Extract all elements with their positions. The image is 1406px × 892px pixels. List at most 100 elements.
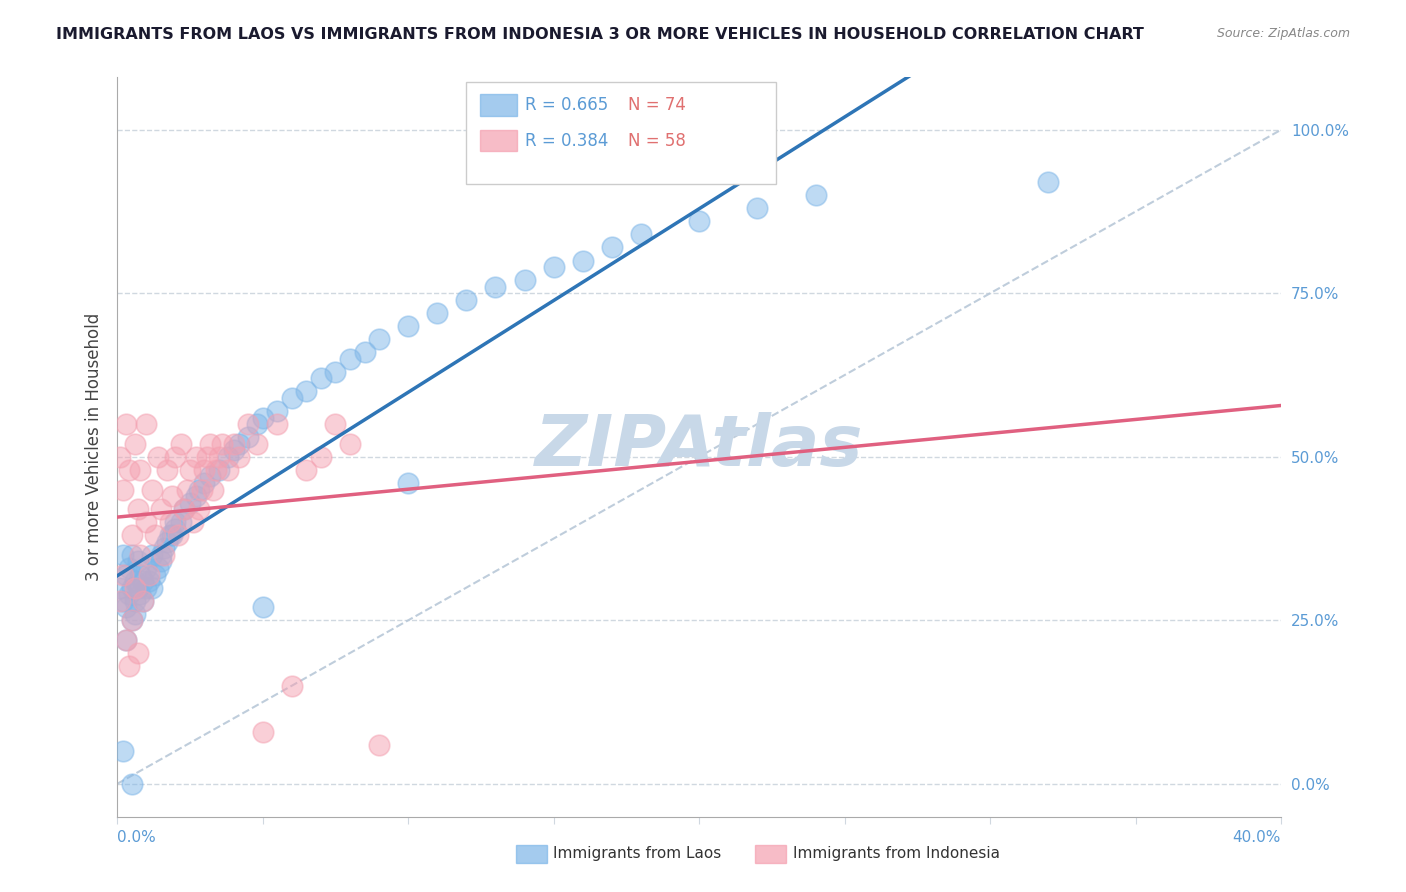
Point — [688, 214, 710, 228]
Point — [115, 417, 138, 431]
Point — [121, 581, 143, 595]
Point — [152, 541, 174, 556]
Point — [309, 371, 332, 385]
Point — [121, 613, 143, 627]
Point — [208, 450, 231, 464]
Point — [132, 574, 155, 588]
Point — [121, 528, 143, 542]
Point — [252, 600, 274, 615]
Text: R = 0.665: R = 0.665 — [526, 96, 609, 114]
Point — [115, 567, 138, 582]
Point — [111, 593, 134, 607]
Point — [165, 450, 187, 464]
Point — [426, 306, 449, 320]
Point — [571, 253, 593, 268]
Point — [141, 548, 163, 562]
Point — [115, 600, 138, 615]
Point — [193, 475, 215, 490]
Point — [222, 443, 245, 458]
Point — [228, 436, 250, 450]
Point — [368, 332, 391, 346]
Point — [135, 581, 157, 595]
Point — [162, 528, 184, 542]
Point — [127, 581, 149, 595]
Point — [396, 318, 419, 333]
Point — [124, 607, 146, 621]
Point — [179, 463, 201, 477]
Point — [236, 417, 259, 431]
Point — [173, 502, 195, 516]
Point — [630, 227, 652, 242]
Point — [197, 450, 219, 464]
Point — [295, 463, 318, 477]
Point — [217, 463, 239, 477]
Point — [141, 483, 163, 497]
Point — [266, 404, 288, 418]
Point — [170, 436, 193, 450]
Point — [211, 436, 233, 450]
Point — [111, 548, 134, 562]
Point — [111, 744, 134, 758]
Point — [222, 436, 245, 450]
Point — [127, 502, 149, 516]
Point — [190, 483, 212, 497]
Point — [325, 417, 347, 431]
Point — [121, 548, 143, 562]
Point — [108, 450, 131, 464]
Text: N = 74: N = 74 — [628, 96, 686, 114]
Point — [170, 515, 193, 529]
Point — [205, 463, 228, 477]
Point — [228, 450, 250, 464]
Point — [149, 554, 172, 568]
Point — [138, 574, 160, 588]
Point — [165, 515, 187, 529]
Point — [132, 593, 155, 607]
Text: ZIPAtlas: ZIPAtlas — [534, 412, 863, 482]
Point — [747, 201, 769, 215]
Text: 40.0%: 40.0% — [1233, 830, 1281, 845]
Point — [187, 483, 209, 497]
Point — [127, 554, 149, 568]
Point — [135, 515, 157, 529]
Point — [111, 483, 134, 497]
Point — [184, 450, 207, 464]
Point — [179, 495, 201, 509]
Text: R = 0.384: R = 0.384 — [526, 132, 609, 150]
Point — [143, 528, 166, 542]
Point — [152, 548, 174, 562]
Point — [129, 548, 152, 562]
Point — [266, 417, 288, 431]
Point — [176, 483, 198, 497]
Text: 0.0%: 0.0% — [117, 830, 156, 845]
Point — [129, 463, 152, 477]
Point — [804, 188, 827, 202]
Point — [146, 450, 169, 464]
Point — [456, 293, 478, 307]
Point — [118, 463, 141, 477]
Point — [184, 489, 207, 503]
Point — [295, 384, 318, 399]
Point — [208, 463, 231, 477]
Point — [115, 632, 138, 647]
Point — [156, 534, 179, 549]
Point — [200, 436, 222, 450]
Point — [173, 502, 195, 516]
Point — [124, 436, 146, 450]
Point — [149, 502, 172, 516]
Point — [129, 567, 152, 582]
Point — [127, 646, 149, 660]
Point — [246, 436, 269, 450]
Point — [111, 567, 134, 582]
Point — [121, 777, 143, 791]
Point — [181, 515, 204, 529]
Point — [368, 738, 391, 752]
Point — [187, 502, 209, 516]
Point — [118, 659, 141, 673]
Point — [309, 450, 332, 464]
Point — [252, 724, 274, 739]
Point — [108, 593, 131, 607]
Point — [129, 587, 152, 601]
Point — [159, 515, 181, 529]
Point — [146, 561, 169, 575]
Point — [325, 365, 347, 379]
